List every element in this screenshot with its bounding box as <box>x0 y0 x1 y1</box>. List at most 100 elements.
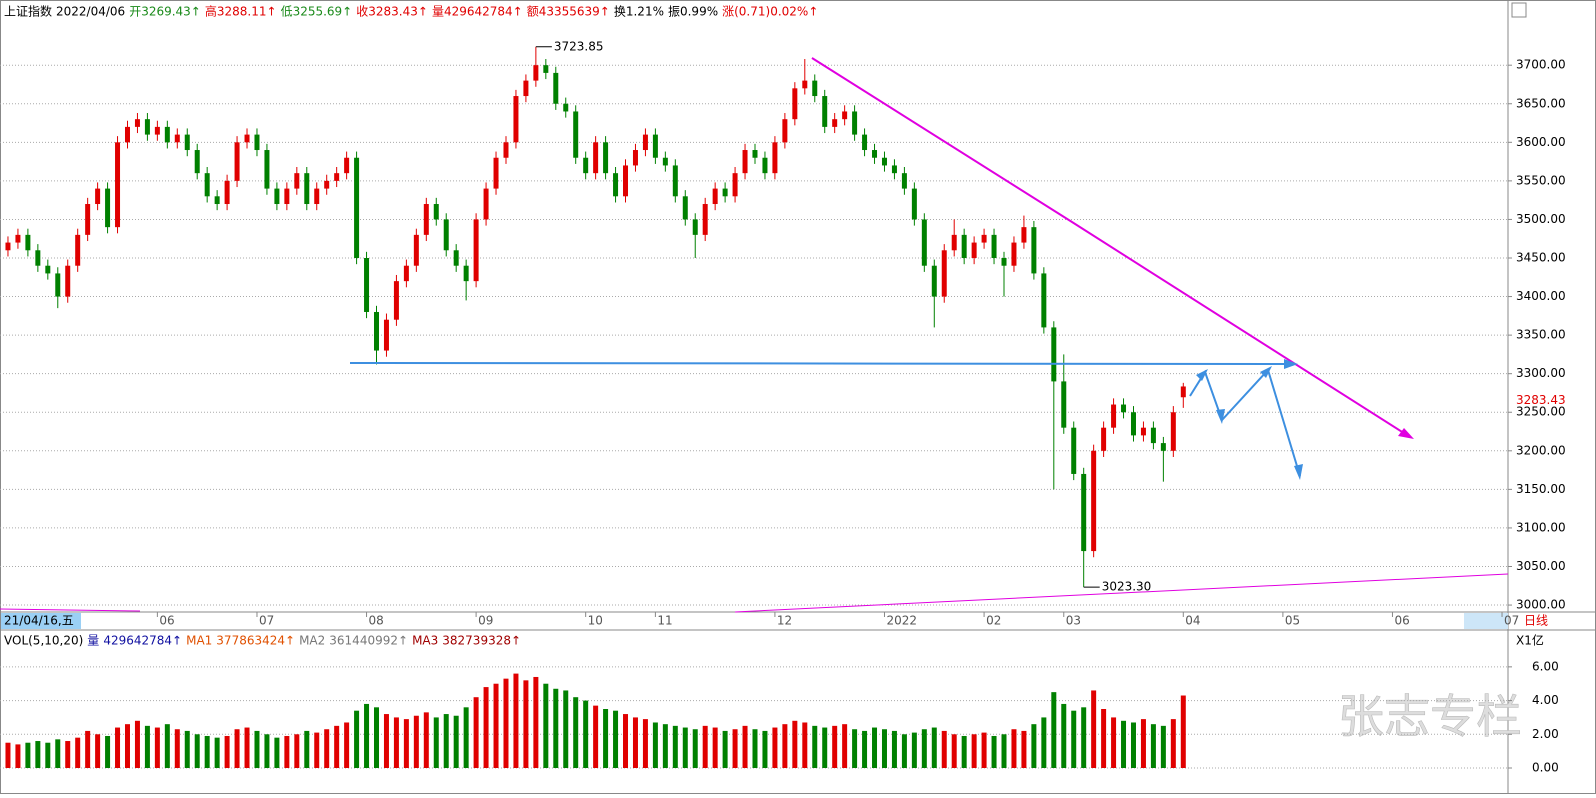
candle-body <box>264 150 270 189</box>
volume-bar <box>533 676 539 768</box>
volume-bar <box>971 734 977 768</box>
x-tick-label: 09 <box>478 614 493 628</box>
candle-body <box>623 165 629 197</box>
y-tick-label: 3650.00 <box>1516 96 1566 110</box>
candle-body <box>503 142 509 158</box>
arrow-head <box>1196 369 1208 381</box>
x-tick-label: 05 <box>1285 614 1300 628</box>
x-tick-label: 06 <box>1394 614 1409 628</box>
header-item: MA3 <box>412 634 438 648</box>
candle-body <box>593 142 599 174</box>
volume-bar <box>334 725 340 768</box>
candle-body <box>872 150 878 158</box>
y-tick-label: 3000.00 <box>1516 598 1566 612</box>
header-item: 2022/04/06 <box>56 5 125 19</box>
volume-bar <box>583 700 589 768</box>
candle-body <box>35 250 41 266</box>
header-item: 换1.21% <box>614 5 664 19</box>
y-tick-label: 3500.00 <box>1516 212 1566 226</box>
candle-body <box>453 250 459 266</box>
candle-body <box>583 157 589 174</box>
v-tick-label: 0.00 <box>1532 761 1559 775</box>
candle-body <box>383 319 389 351</box>
y-tick-label: 3350.00 <box>1516 328 1566 342</box>
candle-body <box>423 204 429 235</box>
candle-body <box>413 234 419 266</box>
x-tick-label: 12 <box>777 614 792 628</box>
volume-bar <box>1111 717 1117 768</box>
volume-header: VOL(5,10,20) 量 429642784↑ MA1 377863424↑ MA2 3… <box>4 634 521 648</box>
y-tick-label: 3200.00 <box>1516 443 1566 457</box>
candle-body <box>1021 227 1027 243</box>
candle-body <box>543 65 549 73</box>
candle-body <box>284 188 290 205</box>
candle-body <box>234 142 240 181</box>
volume-bar <box>25 742 31 768</box>
header-item: 量429642784↑ <box>432 5 523 19</box>
header-item: 377863424↑ <box>216 634 295 648</box>
candle-body <box>752 150 758 158</box>
candle-body <box>652 134 658 158</box>
candle-body <box>15 234 21 243</box>
candle-body <box>1031 227 1037 274</box>
candle-body <box>1101 427 1107 451</box>
volume-bar <box>662 724 668 768</box>
candle-body <box>443 219 449 251</box>
candle-body <box>632 150 638 166</box>
x-tick-label: 06 <box>159 614 174 628</box>
candle-body <box>1170 412 1176 451</box>
volume-bar <box>1130 722 1136 768</box>
candle-body <box>254 134 260 151</box>
volume-bar <box>134 720 140 768</box>
window-button[interactable] <box>1511 2 1527 18</box>
volume-bar <box>802 722 808 768</box>
candle-body <box>1001 258 1007 266</box>
volume-bar <box>593 705 599 768</box>
volume-bar <box>1101 709 1107 768</box>
volume-bar <box>35 741 41 768</box>
candle-body <box>921 219 927 266</box>
trend-line <box>734 573 1509 613</box>
y-tick-label: 3400.00 <box>1516 289 1566 303</box>
candle-body <box>95 188 101 205</box>
x-tick-label: 2022 <box>886 614 917 628</box>
v-tick-label: 4.00 <box>1532 693 1559 707</box>
volume-bar <box>1140 719 1146 768</box>
annotation-label: 3723.85 <box>554 39 604 53</box>
volume-bar <box>1081 707 1087 768</box>
x-tick-label: 07 <box>1504 614 1519 628</box>
header-item: 额43355639↑ <box>527 5 610 19</box>
candle-body <box>85 204 91 235</box>
volume-bar <box>423 712 429 768</box>
volume-bar <box>732 729 738 768</box>
candle-body <box>573 111 579 158</box>
volume-bar <box>503 678 509 768</box>
volume-bar <box>1001 734 1007 768</box>
candle-body <box>1061 381 1067 428</box>
volume-bar <box>553 688 559 768</box>
candle-body <box>513 96 519 143</box>
candle-body <box>842 111 848 120</box>
x-tick-label: 11 <box>657 614 672 628</box>
header-item: 上证指数 <box>4 4 52 19</box>
annotation-label: 3023.30 <box>1102 580 1152 594</box>
candle-body <box>194 150 200 174</box>
volume-bar <box>672 725 678 768</box>
volume-bar <box>702 725 708 768</box>
arrow-head <box>1294 464 1303 480</box>
candle-body <box>403 265 409 282</box>
header-item: 高3288.11↑ <box>205 4 277 19</box>
candle-body <box>533 65 539 81</box>
volume-bar <box>493 683 499 768</box>
cursor-date-box <box>1 613 81 629</box>
candle-body <box>822 96 828 127</box>
volume-bar <box>603 709 609 768</box>
candle-body <box>702 204 708 235</box>
volume-bar <box>194 734 200 768</box>
volume-bar <box>623 714 629 768</box>
candle-body <box>5 242 11 251</box>
volume-bar <box>403 719 409 768</box>
candle-body <box>483 188 489 220</box>
header-item: 382739328↑ <box>442 634 521 648</box>
